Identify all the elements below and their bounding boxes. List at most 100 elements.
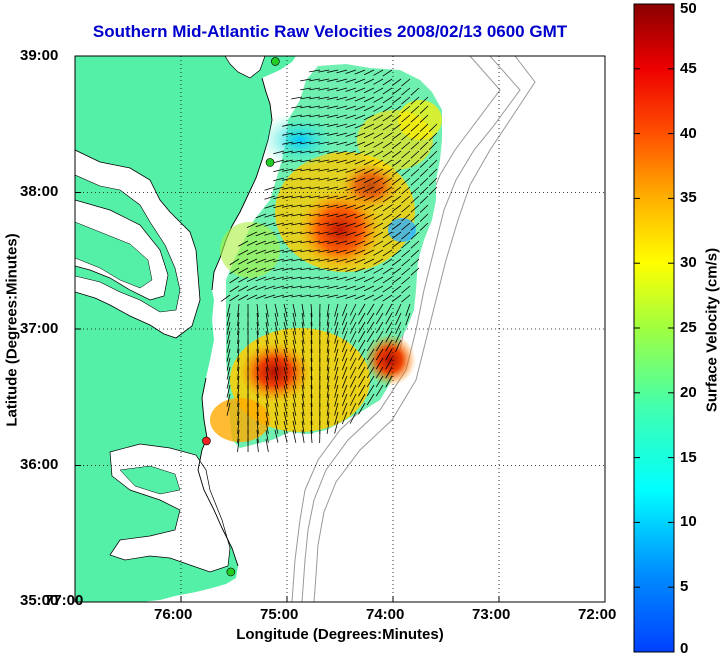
velocity-vector [301, 357, 305, 371]
colorbar-tick-label: 20 [680, 383, 697, 401]
velocity-vector [292, 348, 297, 362]
velocity-vector [345, 105, 357, 110]
velocity-vector [382, 294, 393, 302]
velocity-vector [274, 420, 279, 434]
velocity-vector [300, 114, 312, 118]
velocity-vector [345, 222, 357, 227]
velocity-vector [264, 294, 276, 299]
velocity-vector [273, 258, 285, 263]
velocity-vector [345, 186, 357, 191]
velocity-vector [345, 150, 357, 155]
velocity-vector [226, 393, 231, 407]
velocity-vector [336, 240, 348, 245]
velocity-vector [309, 285, 321, 289]
velocity-vector [256, 321, 259, 335]
velocity-vector [382, 240, 393, 248]
velocity-vector [327, 177, 339, 181]
velocity-vector [354, 177, 366, 183]
velocity-vector [354, 132, 366, 138]
velocity-vector [401, 150, 411, 159]
velocity-vector [318, 159, 330, 163]
velocity-vector [401, 159, 411, 168]
velocity-vector [291, 123, 303, 127]
xtick-label: 73:00 [472, 606, 511, 623]
velocity-vector [358, 303, 366, 316]
velocity-vector [309, 276, 321, 280]
velocity-vector [309, 267, 321, 271]
velocity-vector [310, 303, 313, 317]
velocity-vector [274, 330, 279, 344]
velocity-vector [385, 375, 393, 388]
velocity-vector [274, 348, 279, 362]
velocity-vector [309, 105, 321, 109]
velocity-vector [354, 150, 366, 156]
velocity-vector [300, 168, 312, 172]
velocity-vector [336, 141, 348, 146]
velocity-vector [345, 267, 357, 272]
velocity-vector [282, 276, 294, 280]
velocity-vector [373, 132, 384, 139]
velocity-vector [318, 240, 330, 244]
velocity-vector [373, 168, 384, 175]
velocity-vector [336, 177, 348, 182]
velocity-vector [237, 303, 240, 317]
velocity-vector [334, 366, 339, 380]
velocity-vector [291, 150, 303, 154]
velocity-vector [382, 123, 393, 131]
velocity-vector [395, 312, 402, 325]
velocity-vector [326, 384, 330, 398]
velocity-vector [366, 366, 375, 379]
velocity-vector [373, 123, 384, 130]
velocity-vector [410, 267, 420, 276]
velocity-vector [291, 276, 303, 280]
velocity-vector [282, 186, 294, 190]
velocity-vector [345, 240, 357, 245]
velocity-vector [309, 177, 321, 181]
velocity-vector [341, 384, 348, 398]
velocity-vector [336, 195, 348, 200]
velocity-vector [291, 231, 303, 235]
velocity-vector [363, 141, 375, 148]
velocity-vector [401, 141, 411, 150]
velocity-vector [318, 258, 330, 262]
velocity-vector [334, 321, 339, 335]
velocity-vector [282, 168, 294, 172]
velocity-vector [363, 150, 375, 157]
velocity-vector [385, 321, 393, 334]
velocity-vector [265, 303, 269, 317]
velocity-vector [327, 132, 339, 136]
velocity-vector [341, 339, 348, 353]
velocity-vector [265, 429, 269, 443]
velocity-vector [282, 159, 294, 163]
velocity-vector [366, 321, 375, 334]
velocity-vector [327, 87, 339, 91]
velocity-vector [395, 303, 402, 316]
velocity-vector [220, 294, 231, 302]
velocity-vector [246, 240, 258, 246]
velocity-vector [300, 87, 312, 91]
velocity-vector [410, 141, 420, 150]
velocity-vector [401, 195, 411, 204]
velocity-vector [401, 114, 411, 123]
velocity-vector [292, 366, 297, 380]
velocity-vector [382, 204, 393, 212]
velocity-vector [363, 123, 375, 130]
velocity-vector [419, 213, 429, 222]
velocity-vector [428, 168, 438, 177]
colorbar-tick-label: 0 [680, 640, 689, 657]
velocity-vector [341, 375, 348, 389]
velocity-vector [410, 132, 420, 141]
velocity-vector [373, 96, 384, 103]
velocity-vector [410, 96, 420, 105]
velocity-vector [363, 240, 375, 247]
velocity-vector [255, 240, 267, 246]
velocity-vector [300, 186, 312, 190]
velocity-vector [291, 159, 303, 163]
velocity-vector [283, 348, 288, 362]
velocity-vector [237, 393, 240, 407]
velocity-vector [401, 168, 411, 177]
velocity-vector [366, 384, 375, 397]
velocity-vector [401, 177, 411, 186]
velocity-vector [428, 123, 438, 132]
velocity-vector [349, 312, 357, 325]
